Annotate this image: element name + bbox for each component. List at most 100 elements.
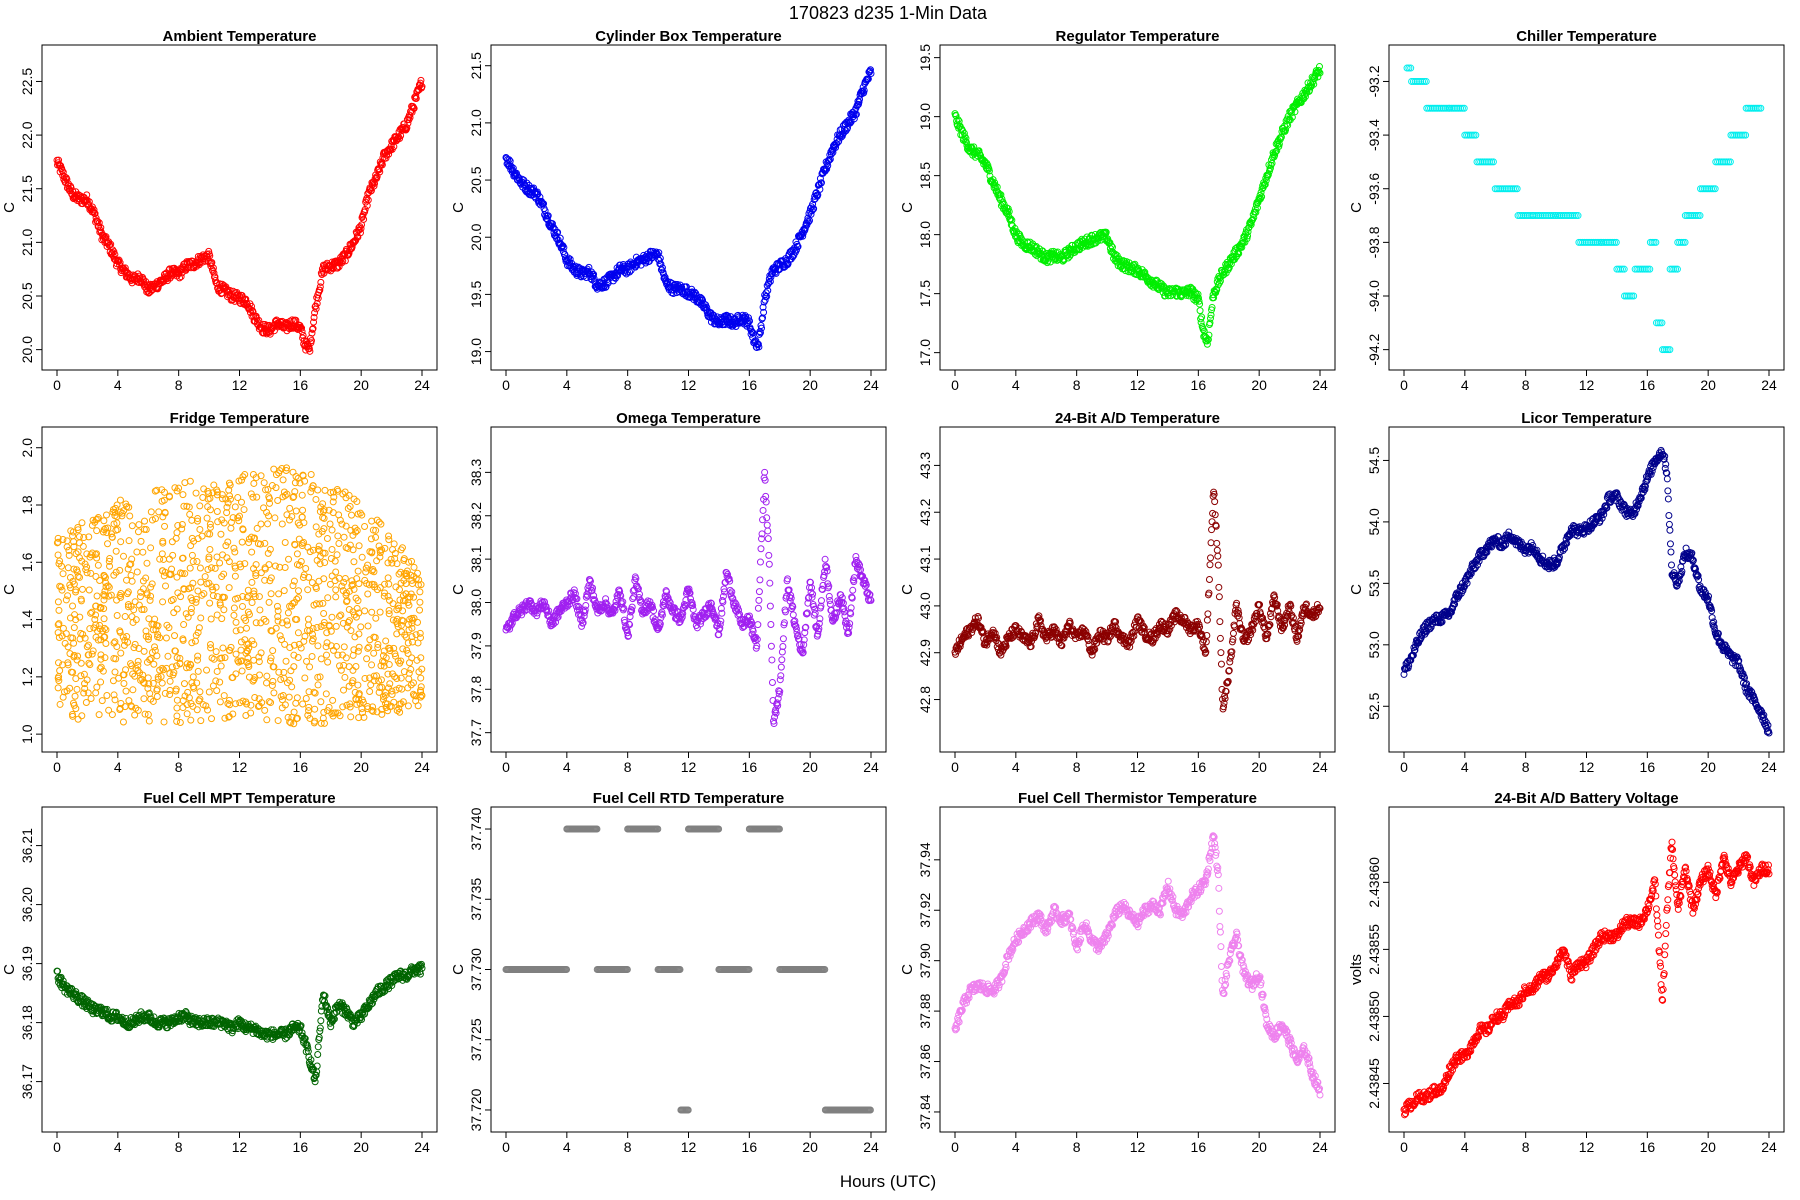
data-point [64, 564, 72, 572]
y-tick-label: 17.0 [917, 339, 933, 366]
data-point [127, 660, 135, 668]
data-point [397, 674, 405, 682]
data-point [310, 318, 318, 326]
data-point [289, 468, 297, 476]
data-point [222, 283, 230, 291]
data-point [297, 644, 305, 652]
data-point [284, 609, 292, 617]
data-point [179, 704, 187, 712]
data-point [111, 668, 119, 676]
data-point [334, 532, 342, 540]
data-point [120, 552, 128, 560]
data-point [566, 255, 574, 263]
data-point [263, 716, 271, 724]
data-point [358, 553, 366, 561]
y-tick-label: 37.8 [468, 675, 484, 702]
data-point [332, 622, 340, 630]
data-point [80, 670, 88, 678]
data-point [347, 627, 355, 635]
panel-title: Regulator Temperature [1056, 28, 1220, 45]
panel-title: Cylinder Box Temperature [595, 28, 781, 45]
data-point [238, 538, 246, 546]
data-point [216, 678, 224, 686]
x-tick-label: 24 [414, 759, 430, 775]
plot-frame [41, 44, 438, 371]
data-point [267, 590, 275, 598]
data-point [256, 671, 264, 679]
data-point [231, 503, 239, 511]
data-point [135, 521, 143, 529]
data-point [390, 540, 398, 548]
data-point [417, 674, 425, 682]
data-point [271, 562, 279, 570]
y-axis-label: C [1, 584, 18, 595]
data-point [209, 264, 217, 272]
data-point [77, 672, 85, 680]
data-point [83, 191, 91, 199]
data-point [126, 512, 134, 520]
data-point [341, 574, 349, 582]
data-point [186, 564, 194, 572]
data-point [366, 688, 374, 696]
y-tick-label: -94.0 [1366, 280, 1382, 312]
data-point [789, 611, 797, 619]
data-point [164, 652, 172, 660]
data-point [134, 657, 142, 665]
data-point [237, 646, 245, 654]
x-tick-label: 20 [1251, 377, 1267, 393]
y-tick-label: 43.2 [917, 498, 933, 525]
data-point [71, 692, 79, 700]
data-point [332, 568, 340, 576]
data-point [279, 476, 287, 484]
data-point [544, 212, 552, 220]
data-point [232, 700, 240, 708]
data-point [171, 632, 179, 640]
data-point [335, 511, 343, 519]
data-point [357, 225, 365, 233]
data-point [413, 569, 421, 577]
data-point [324, 658, 332, 666]
data-point [311, 705, 319, 713]
data-point [173, 696, 181, 704]
data-point [127, 571, 135, 579]
data-point [392, 133, 400, 141]
data-point [54, 684, 62, 692]
data-point [95, 711, 103, 719]
data-point [177, 273, 185, 281]
data-point [131, 598, 139, 606]
data-point [183, 710, 191, 718]
data-point [256, 606, 264, 614]
data-point [216, 559, 224, 567]
data-point [106, 241, 114, 249]
data-point [602, 283, 610, 291]
data-point [777, 672, 785, 680]
data-point [180, 621, 188, 629]
data-point [385, 150, 393, 158]
data-point [243, 624, 251, 632]
data-point [210, 269, 218, 277]
data-point [412, 95, 420, 103]
x-tick-label: 20 [802, 377, 818, 393]
x-tick-label: 0 [53, 377, 61, 393]
y-tick-label: 37.7 [468, 719, 484, 746]
data-point [821, 555, 829, 563]
x-tick-label: 20 [1251, 759, 1267, 775]
data-point [358, 705, 366, 713]
data-point [104, 540, 112, 548]
data-point [582, 602, 590, 610]
data-point [361, 607, 369, 615]
data-point [248, 599, 256, 607]
data-point [759, 506, 767, 514]
data-point [689, 605, 697, 613]
data-point [368, 517, 376, 525]
y-tick-label: 20.0 [19, 336, 35, 363]
data-point [90, 206, 98, 214]
data-point [93, 554, 101, 562]
data-point [217, 530, 225, 538]
data-point [70, 624, 78, 632]
data-point [188, 516, 196, 524]
data-point [393, 606, 401, 614]
data-point [811, 609, 819, 617]
data-point [75, 533, 83, 541]
